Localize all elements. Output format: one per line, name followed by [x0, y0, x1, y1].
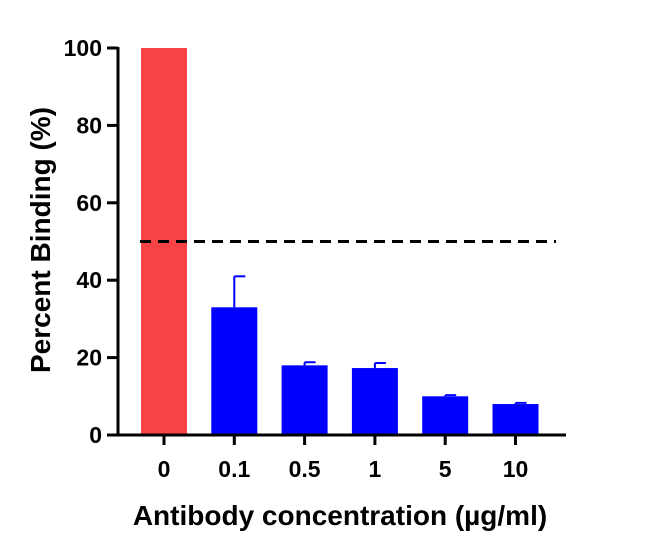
y-tick-label-80: 80: [76, 112, 102, 138]
y-tick-label-0: 0: [89, 422, 102, 448]
bar-0.1: [211, 307, 258, 435]
error-bars-layer: [233, 275, 527, 405]
bars-layer: [141, 48, 539, 435]
bar-5: [422, 396, 469, 435]
bar-1: [351, 368, 398, 435]
x-tick-label-1: 1: [369, 456, 382, 482]
y-axis-title: Percent Binding (%): [25, 107, 56, 373]
y-tick-label-60: 60: [76, 190, 102, 216]
bar-0.5: [281, 365, 328, 435]
x-tick-label-10: 10: [503, 456, 529, 482]
x-tick-label-0.5: 0.5: [289, 456, 321, 482]
x-tick-label-5: 5: [439, 456, 452, 482]
y-tick-label-100: 100: [64, 35, 102, 61]
x-axis-title: Antibody concentration (µg/ml): [133, 500, 547, 531]
y-tick-label-40: 40: [76, 267, 102, 293]
x-tick-label-0: 0: [158, 456, 171, 482]
x-tick-label-0.1: 0.1: [218, 456, 250, 482]
y-tick-label-20: 20: [76, 345, 102, 371]
bar-10: [492, 404, 539, 435]
labels-layer: Antibody concentration (µg/ml) Percent B…: [25, 107, 547, 531]
